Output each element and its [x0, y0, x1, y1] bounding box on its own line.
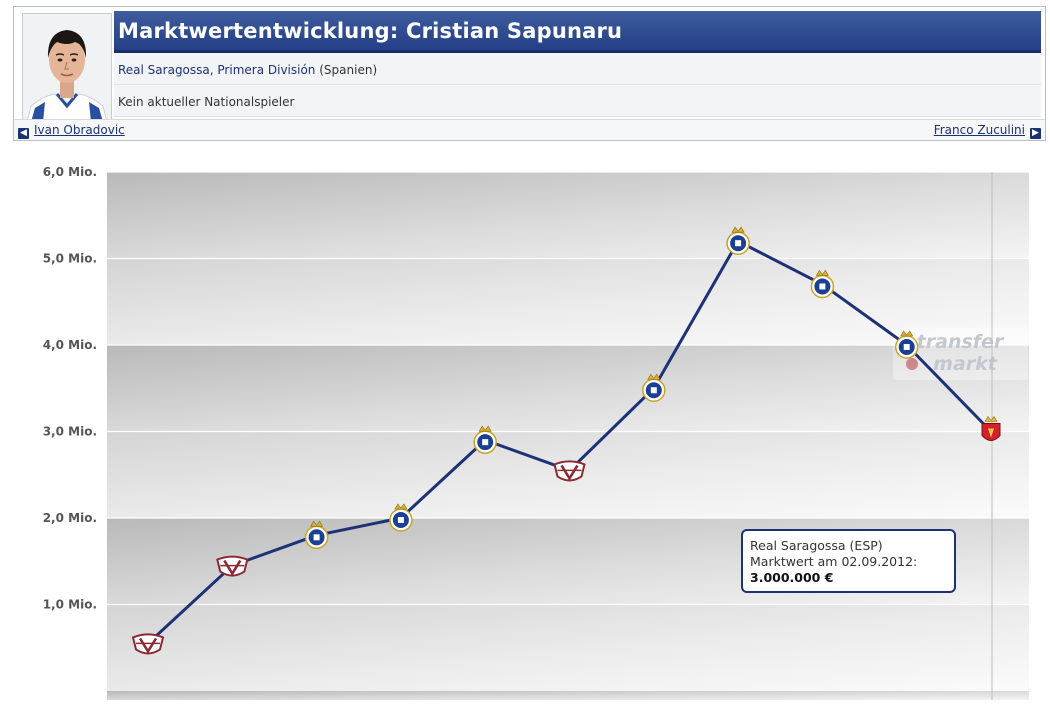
- gridlines: [107, 171, 1029, 606]
- tooltip-value: 3.000.000 €: [750, 570, 834, 585]
- club-link[interactable]: Real Saragossa: [118, 63, 210, 77]
- data-point-porto-crest-icon[interactable]: [389, 503, 413, 532]
- club-row: Real Saragossa, Primera División (Spanie…: [114, 53, 1041, 85]
- player-info: Marktwertentwicklung: Cristian Sapunaru …: [114, 11, 1041, 121]
- data-point-rapid-crest-icon[interactable]: [131, 633, 165, 655]
- plot-band: [107, 345, 1029, 432]
- separator: ,: [209, 63, 218, 77]
- logo-line2: markt: [933, 353, 998, 375]
- data-point-markers: [131, 226, 1001, 655]
- plot-band: [107, 172, 1029, 259]
- chevron-left-icon: ◀: [18, 128, 29, 139]
- tooltip-date: Marktwert am 02.09.2012:: [750, 554, 918, 569]
- national-status: Kein aktueller Nationalspieler: [118, 95, 295, 109]
- chart-svg: 1,0 Mio. 2,0 Mio. 3,0 Mio. 4,0 Mio. 5,0 Mio.…: [43, 165, 1029, 700]
- player-navigation: ◀ Ivan Obradovic Franco Zuculini ▶: [14, 119, 1045, 140]
- plot-background: [107, 172, 1029, 700]
- value-tooltip: Real Saragossa (ESP) Marktwert am 02.09.…: [741, 529, 956, 593]
- title-bar: Marktwertentwicklung: Cristian Sapunaru: [114, 11, 1041, 53]
- tooltip-club: Real Saragossa (ESP): [750, 538, 883, 553]
- market-value-chart: 1,0 Mio. 2,0 Mio. 3,0 Mio. 4,0 Mio. 5,0 Mio.…: [0, 150, 1050, 700]
- y-tick-label: 4,0 Mio.: [43, 338, 97, 352]
- data-point-porto-crest-icon[interactable]: [473, 425, 497, 454]
- league-link[interactable]: Primera División: [217, 63, 316, 77]
- plot-band: [107, 604, 1029, 691]
- y-tick-label: 5,0 Mio.: [43, 252, 97, 266]
- data-point-rapid-crest-icon[interactable]: [216, 555, 249, 577]
- y-axis-labels: 1,0 Mio. 2,0 Mio. 3,0 Mio. 4,0 Mio. 5,0 Mio.…: [43, 165, 97, 612]
- data-point-porto-crest-icon[interactable]: [810, 269, 835, 299]
- prev-player-link[interactable]: ◀ Ivan Obradovic: [18, 123, 125, 139]
- next-player-link[interactable]: Franco Zuculini ▶: [934, 123, 1041, 139]
- y-tick-label: 1,0 Mio.: [43, 598, 97, 612]
- player-header: Marktwertentwicklung: Cristian Sapunaru …: [13, 6, 1046, 141]
- y-tick-label: 2,0 Mio.: [43, 511, 97, 525]
- next-player-name: Franco Zuculini: [933, 123, 1025, 137]
- country-label: (Spanien): [319, 63, 378, 77]
- national-row: Kein aktueller Nationalspieler: [114, 85, 1041, 117]
- plot-band: [107, 691, 1029, 700]
- data-point-porto-crest-icon[interactable]: [894, 330, 919, 359]
- logo-line1: transfer: [917, 331, 1005, 353]
- data-point-rapid-crest-icon[interactable]: [553, 460, 586, 482]
- data-point-porto-crest-icon[interactable]: [304, 520, 329, 550]
- page-title: Marktwertentwicklung: Cristian Sapunaru: [118, 19, 623, 43]
- data-point-porto-crest-icon[interactable]: [726, 226, 750, 255]
- data-point-porto-crest-icon[interactable]: [642, 373, 666, 402]
- data-point-zaragoza-crest-icon[interactable]: [981, 415, 1001, 441]
- y-tick-label: 6,0 Mio.: [43, 165, 97, 179]
- chevron-right-icon: ▶: [1030, 128, 1041, 139]
- prev-player-name: Ivan Obradovic: [34, 123, 125, 137]
- plot-band: [107, 258, 1029, 345]
- y-tick-label: 3,0 Mio.: [43, 425, 97, 439]
- player-photo: [22, 13, 112, 123]
